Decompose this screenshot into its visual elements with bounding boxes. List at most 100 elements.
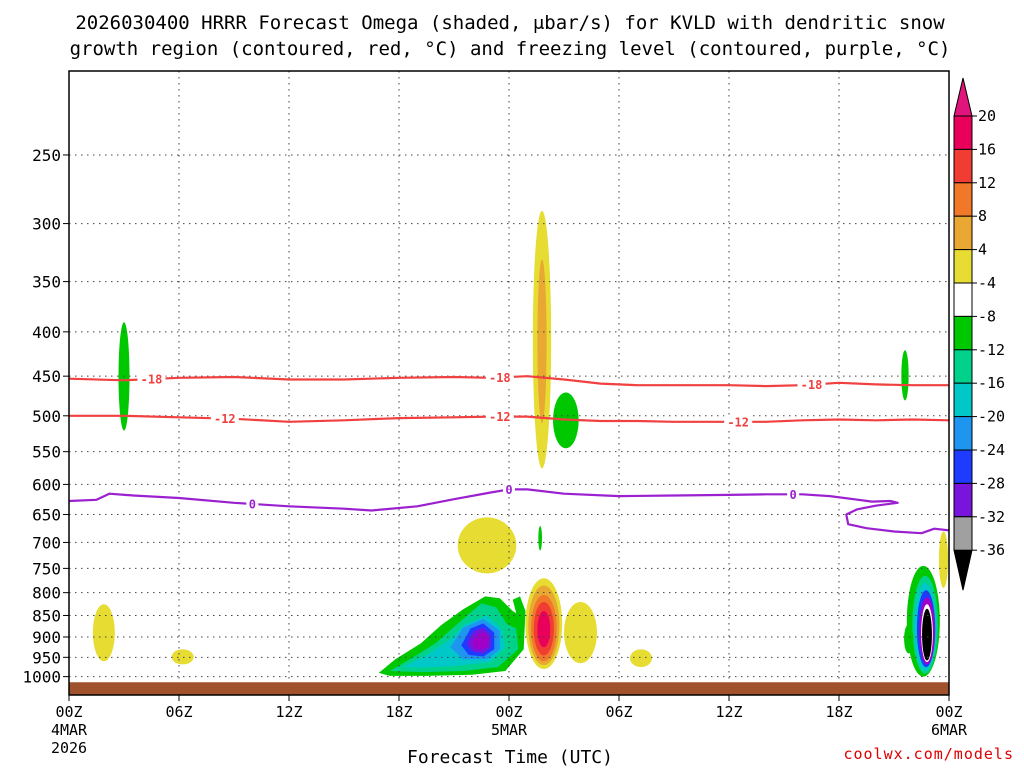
colorbar-label-6: -8 xyxy=(978,307,996,325)
x-tick-time-12: 12Z xyxy=(275,703,302,721)
gridlines xyxy=(69,71,949,683)
colorbar-swatch-4 xyxy=(953,249,973,284)
omega-positive-core-01z5mar-magenta xyxy=(537,611,551,648)
omega-green-small-23z xyxy=(904,624,914,654)
omega-negative-core-00z6mar-black xyxy=(922,608,932,661)
colorbar-swatch-0 xyxy=(953,115,973,150)
x-axis-label: Forecast Time (UTC) xyxy=(407,747,613,768)
x-tick-time-42: 18Z xyxy=(825,703,852,721)
colorbar-label-8: -16 xyxy=(978,374,1005,392)
colorbar-swatch-5 xyxy=(953,282,973,317)
colorbar-top-arrow xyxy=(953,77,973,117)
y-tick-label-600: 600 xyxy=(32,475,61,494)
y-tick-label-750: 750 xyxy=(32,559,61,578)
y-tick-label-350: 350 xyxy=(32,273,61,292)
omega-yellow-blob-22z xyxy=(457,517,517,574)
x-tick-time-0: 00Z xyxy=(55,703,82,721)
dgz-minus-18-label-1: -18 xyxy=(489,371,511,385)
dgz-minus-18-line xyxy=(68,375,949,388)
omega-green-column-21z5mar xyxy=(901,350,909,401)
colorbar-label-5: -4 xyxy=(978,274,996,292)
omega-yellow-blob-06z xyxy=(171,649,194,665)
colorbar-swatch-13 xyxy=(953,516,973,551)
credit-text[interactable]: coolwx.com/models xyxy=(843,745,1014,763)
dgz-minus-18-label-bg-0 xyxy=(137,372,166,387)
freezing-level-label-bg-2 xyxy=(787,487,800,502)
temperature-contours: -18 -18 -18 -12 -12 -12 0 0 0 xyxy=(68,370,950,535)
x-tick-time-6: 06Z xyxy=(165,703,192,721)
y-tick-label-300: 300 xyxy=(32,215,61,234)
colorbar-swatch-10 xyxy=(953,449,973,484)
freezing-level-line xyxy=(68,488,950,535)
dgz-minus-12-label-bg-1 xyxy=(485,409,514,424)
y-tick-label-850: 850 xyxy=(32,606,61,625)
x-tick-year-0: 2026 xyxy=(51,739,87,757)
chart-title-line-2: growth region (contoured, red, °C) and f… xyxy=(70,38,951,60)
dgz-minus-12-label-bg-2 xyxy=(724,414,753,429)
x-tick-time-24: 00Z xyxy=(495,703,522,721)
colorbar-label-7: -12 xyxy=(978,341,1005,359)
colorbar-label-13: -36 xyxy=(978,541,1005,559)
x-tick-day-48: 6MAR xyxy=(931,721,968,739)
y-tick-label-550: 550 xyxy=(32,443,61,462)
y-tick-label-500: 500 xyxy=(32,407,61,426)
omega-yellow-blob-07z5mar xyxy=(630,649,652,668)
dgz-minus-18-label-0: -18 xyxy=(141,373,163,387)
colorbar-swatch-9 xyxy=(953,416,973,451)
colorbar-label-0: 20 xyxy=(978,107,996,125)
colorbar-label-9: -20 xyxy=(978,408,1005,426)
colorbar-bottom-arrow xyxy=(953,549,973,591)
x-tick-time-18: 18Z xyxy=(385,703,412,721)
freezing-level-label-bg-0 xyxy=(246,496,259,511)
y-tick-label-450: 450 xyxy=(32,367,61,386)
freezing-level-label-bg-1 xyxy=(503,482,515,497)
colorbar-label-4: 4 xyxy=(978,241,987,259)
x-tick-time-30: 06Z xyxy=(605,703,632,721)
dgz-minus-18-label-bg-1 xyxy=(485,370,514,385)
colorbar-label-11: -28 xyxy=(978,474,1005,492)
colorbar-label-10: -24 xyxy=(978,441,1005,459)
surface-ground xyxy=(69,682,949,695)
colorbar-swatch-7 xyxy=(953,349,973,384)
colorbar-swatch-11 xyxy=(953,482,973,518)
y-tick-label-1000: 1000 xyxy=(22,668,61,687)
x-tick-day-24: 5MAR xyxy=(491,721,528,739)
y-tick-label-250: 250 xyxy=(32,146,61,165)
dgz-minus-12-label-0: -12 xyxy=(214,412,236,426)
dgz-minus-18-label-2: -18 xyxy=(801,378,823,392)
colorbar-swatch-8 xyxy=(953,382,973,418)
freezing-level-label-1: 0 xyxy=(505,483,512,497)
omega-negative-band-violet xyxy=(472,632,489,651)
y-tick-label-950: 950 xyxy=(32,648,61,667)
x-tick-time-48: 00Z xyxy=(935,703,962,721)
y-tick-label-900: 900 xyxy=(32,628,61,647)
omega-orange-column-01z5mar xyxy=(537,259,547,424)
y-tick-label-800: 800 xyxy=(32,584,61,603)
colorbar-swatch-6 xyxy=(953,315,973,351)
omega-green-small-01z5mar xyxy=(538,525,543,551)
pressure-axis: 250 300 350 400 450 500 550 600 650 700 750 800 850 9… xyxy=(22,146,69,687)
dgz-minus-18-label-bg-2 xyxy=(797,377,826,392)
y-tick-label-650: 650 xyxy=(32,506,61,525)
y-tick-label-400: 400 xyxy=(32,323,61,342)
omega-yellow-sliver-00z6mar xyxy=(938,531,949,588)
omega-colorbar: 20 16 12 8 4 -4 -8 -12 -16 -20 -24 -28 -32 -36 xyxy=(953,77,1005,591)
dgz-minus-12-label-2: -12 xyxy=(727,415,749,429)
y-tick-label-700: 700 xyxy=(32,533,61,552)
colorbar-label-2: 12 xyxy=(978,174,996,192)
colorbar-label-3: 8 xyxy=(978,207,987,225)
x-tick-day-0: 4MAR xyxy=(51,721,88,739)
freezing-level-label-0: 0 xyxy=(249,497,256,511)
colorbar-label-1: 16 xyxy=(978,140,996,158)
colorbar-swatch-3 xyxy=(953,215,973,251)
freezing-level-label-2: 0 xyxy=(790,488,797,502)
dgz-minus-12-label-1: -12 xyxy=(489,410,511,424)
omega-yellow-blob-03z5mar xyxy=(564,601,597,664)
colorbar-label-12: -32 xyxy=(978,508,1005,526)
colorbar-swatch-2 xyxy=(953,182,973,217)
chart-title-line-1: 2026030400 HRRR Forecast Omega (shaded, … xyxy=(75,12,945,34)
dgz-minus-12-label-bg-0 xyxy=(210,411,239,426)
x-tick-time-36: 12Z xyxy=(715,703,742,721)
